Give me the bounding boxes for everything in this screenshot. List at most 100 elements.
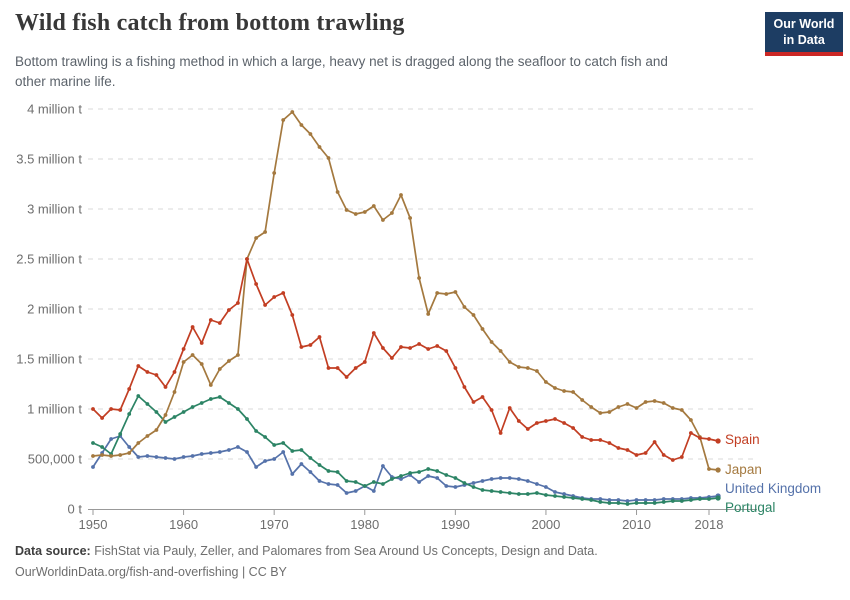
series-point-united-kingdom (562, 492, 566, 496)
series-point-portugal (208, 397, 213, 401)
x-axis-tick-label: 1980 (350, 517, 379, 532)
series-point-japan (652, 399, 657, 403)
series-point-united-kingdom (281, 450, 286, 454)
series-point-spain (263, 303, 267, 307)
y-axis-tick-label: 1 million t (27, 402, 82, 417)
series-point-portugal (516, 492, 521, 496)
series-point-japan (317, 145, 322, 149)
series-point-spain (335, 366, 340, 370)
y-axis-tick-label: 2 million t (27, 302, 82, 317)
series-point-japan (453, 290, 458, 294)
series-point-spain (154, 373, 159, 377)
series-point-united-kingdom (199, 452, 204, 456)
y-axis-tick-label: 0 t (68, 502, 83, 517)
series-point-portugal (525, 492, 530, 496)
series-point-united-kingdom (145, 454, 150, 458)
series-point-united-kingdom (154, 455, 159, 459)
series-point-japan (172, 390, 177, 394)
series-point-portugal (535, 491, 539, 495)
series-point-portugal (136, 394, 141, 398)
series-point-japan (281, 118, 286, 122)
series-point-japan (498, 349, 503, 353)
series-point-japan (217, 367, 222, 371)
series-point-japan (154, 428, 159, 432)
x-axis-tick-label: 1960 (169, 517, 198, 532)
series-point-portugal (444, 473, 449, 477)
data-source-text: FishStat via Pauly, Zeller, and Palomare… (90, 544, 598, 558)
series-point-japan (344, 208, 349, 212)
footer-link-line[interactable]: OurWorldinData.org/fish-and-overfishing … (15, 565, 287, 580)
series-point-portugal (199, 401, 204, 405)
series-point-japan (399, 193, 403, 197)
series-endpoint-japan (715, 467, 721, 473)
series-point-spain (353, 366, 358, 370)
chart-footer: Data source: FishStat via Pauly, Zeller,… (15, 541, 835, 584)
series-point-japan (118, 453, 123, 457)
series-point-spain (525, 427, 530, 431)
series-point-spain (362, 360, 367, 364)
y-axis-tick-label: 500,000 t (28, 452, 83, 467)
series-point-portugal (390, 477, 394, 481)
series-point-united-kingdom (598, 497, 603, 501)
data-source-line: Data source: FishStat via Pauly, Zeller,… (15, 541, 835, 562)
series-point-united-kingdom (381, 464, 385, 468)
series-endpoint-portugal (715, 495, 721, 501)
series-point-portugal (598, 500, 603, 504)
series-point-japan (580, 398, 585, 402)
series-point-spain (544, 419, 548, 423)
series-point-portugal (698, 497, 702, 501)
series-point-spain (299, 345, 304, 349)
series-label-portugal: Portugal (725, 500, 775, 515)
series-point-united-kingdom (263, 459, 267, 463)
series-point-japan (525, 366, 530, 370)
series-point-spain (652, 440, 657, 444)
series-point-portugal (281, 441, 286, 445)
series-point-spain (408, 346, 412, 350)
series-point-japan (598, 411, 603, 415)
series-point-spain (236, 301, 240, 305)
series-point-japan (254, 236, 258, 240)
series-point-portugal (190, 405, 195, 409)
series-point-united-kingdom (190, 454, 195, 458)
series-point-united-kingdom (453, 485, 458, 489)
series-point-spain (571, 426, 575, 430)
series-point-spain (417, 342, 421, 346)
series-point-united-kingdom (471, 481, 476, 485)
series-line-japan (92, 111, 719, 471)
series-point-portugal (462, 481, 467, 485)
series-point-portugal (634, 501, 639, 505)
series-point-japan (417, 276, 421, 280)
x-axis-tick-label: 2000 (531, 517, 560, 532)
series-point-japan (272, 171, 277, 175)
series-point-japan (100, 453, 104, 457)
series-endpoint-spain (715, 438, 721, 444)
series-point-united-kingdom (634, 498, 639, 502)
series-point-portugal (344, 479, 349, 483)
series-point-japan (507, 360, 512, 364)
series-point-spain (580, 435, 585, 439)
series-point-united-kingdom (489, 477, 494, 481)
series-point-portugal (118, 432, 123, 436)
series-point-japan (353, 212, 358, 216)
series-point-united-kingdom (643, 498, 648, 502)
y-axis-tick-label: 3.5 million t (16, 152, 82, 167)
series-point-spain (127, 387, 132, 391)
series-point-japan (163, 413, 168, 417)
series-point-portugal (353, 480, 358, 484)
series-point-portugal (571, 496, 575, 500)
owid-logo-line2: in Data (783, 32, 825, 47)
series-point-portugal (362, 484, 367, 488)
series-point-portugal (426, 467, 431, 471)
series-point-spain (661, 453, 666, 457)
series-point-portugal (100, 445, 104, 449)
series-point-united-kingdom (317, 479, 322, 483)
series-point-spain (589, 438, 594, 442)
series-point-portugal (417, 470, 421, 474)
series-point-spain (498, 431, 503, 435)
series-point-spain (326, 366, 331, 370)
series-point-spain (217, 321, 222, 325)
series-point-united-kingdom (91, 465, 95, 469)
owid-logo[interactable]: Our World in Data (765, 12, 843, 57)
series-point-portugal (652, 501, 657, 505)
series-point-portugal (544, 493, 548, 497)
